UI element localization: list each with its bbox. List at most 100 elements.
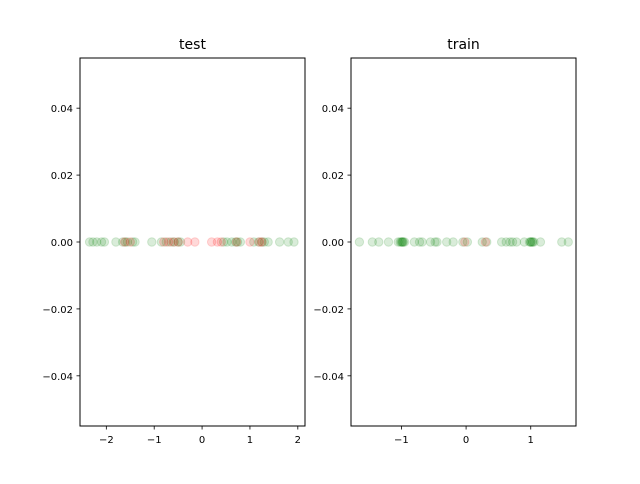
test-x-tick-label: 0 (199, 435, 205, 446)
test-y-tick-label: 0.02 (51, 171, 73, 182)
train-point (524, 237, 535, 247)
test-point (125, 237, 135, 247)
train-x-tick-label: −1 (394, 435, 409, 446)
test-x-tick-label: 2 (295, 435, 301, 446)
train-points (354, 237, 573, 247)
test-point (173, 237, 183, 247)
test-point (274, 237, 285, 247)
train-point (414, 237, 425, 247)
train-point (460, 237, 470, 247)
train-y-axis: −0.04 −0.02 0.00 0.02 0.04 (313, 104, 351, 383)
test-y-tick-label: −0.02 (42, 305, 73, 316)
test-point (283, 237, 293, 247)
train-point (409, 237, 420, 247)
test-y-axis: −0.04 −0.02 0.00 0.02 0.04 (42, 104, 80, 383)
train-y-tick-label: −0.02 (313, 305, 344, 316)
train-point (477, 237, 487, 247)
test-point (88, 237, 98, 247)
train-point (425, 237, 436, 247)
train-point (448, 237, 458, 247)
test-point (227, 237, 237, 247)
test-point (235, 237, 246, 247)
train-point (507, 237, 518, 247)
test-y-tick-label: 0.04 (51, 104, 73, 115)
test-point (190, 237, 200, 247)
test-point (92, 237, 102, 247)
test-axes-frame (79, 57, 306, 427)
test-point (122, 237, 133, 247)
train-point (505, 237, 515, 247)
train-point (529, 237, 539, 247)
test-panel: test −0.04 −0.02 0.00 0.02 0.04 −2 −1 0 1 2 (42, 37, 306, 446)
train-x-tick-label: 1 (528, 435, 534, 446)
test-point (222, 237, 232, 247)
test-x-tick-label: −1 (147, 435, 162, 446)
train-point (396, 237, 407, 247)
test-point (147, 237, 157, 247)
train-point (458, 237, 468, 247)
test-point (159, 237, 169, 247)
train-point (462, 237, 473, 247)
train-point (557, 237, 567, 247)
test-point (119, 237, 130, 247)
train-y-tick-label: 0.00 (322, 238, 344, 249)
test-x-tick-label: −2 (99, 435, 114, 446)
test-point (232, 237, 243, 247)
train-point (383, 237, 394, 247)
test-y-tick-label: 0.00 (51, 238, 73, 249)
test-point (257, 237, 267, 247)
test-point (231, 237, 242, 247)
train-point (395, 237, 405, 247)
test-point (263, 237, 273, 247)
test-point (249, 237, 259, 247)
train-point (399, 237, 410, 247)
test-point (259, 237, 270, 247)
train-point (501, 237, 511, 247)
train-point (519, 237, 529, 247)
train-y-tick-label: 0.04 (322, 104, 344, 115)
test-points (84, 237, 299, 247)
test-point (163, 237, 174, 247)
train-point (527, 237, 537, 247)
test-point (253, 237, 264, 247)
test-point (117, 237, 128, 247)
train-point (397, 237, 407, 247)
test-point (156, 237, 167, 247)
train-point (480, 237, 491, 247)
train-y-tick-label: 0.02 (322, 171, 344, 182)
test-point (289, 237, 299, 247)
train-axes-frame (350, 57, 577, 427)
test-point (230, 237, 241, 247)
train-point (417, 237, 427, 247)
train-point (430, 237, 440, 247)
test-point (127, 237, 138, 247)
train-point (374, 237, 384, 247)
train-point (354, 237, 365, 247)
train-point (367, 237, 378, 247)
test-point (245, 237, 255, 247)
train-x-axis: −1 0 1 (394, 426, 534, 446)
train-point (441, 237, 452, 247)
train-point (496, 237, 507, 247)
test-title: test (179, 37, 206, 53)
test-point (166, 237, 176, 247)
test-point (183, 237, 193, 247)
test-x-axis: −2 −1 0 1 2 (99, 426, 301, 446)
test-point (218, 237, 229, 247)
test-y-tick-label: −0.04 (42, 372, 73, 383)
test-point (257, 237, 267, 247)
train-point (563, 237, 573, 247)
test-x-tick-label: 1 (247, 435, 253, 446)
test-point (175, 237, 186, 247)
train-point (535, 237, 546, 247)
train-point (482, 237, 492, 247)
test-point (168, 237, 179, 247)
test-point (216, 237, 226, 247)
test-point (130, 237, 140, 247)
train-point (398, 237, 409, 247)
test-point (169, 237, 180, 247)
train-panel: train −0.04 −0.02 0.00 0.02 0.04 −1 0 1 (313, 37, 577, 446)
train-point (393, 237, 403, 247)
test-point (173, 237, 183, 247)
